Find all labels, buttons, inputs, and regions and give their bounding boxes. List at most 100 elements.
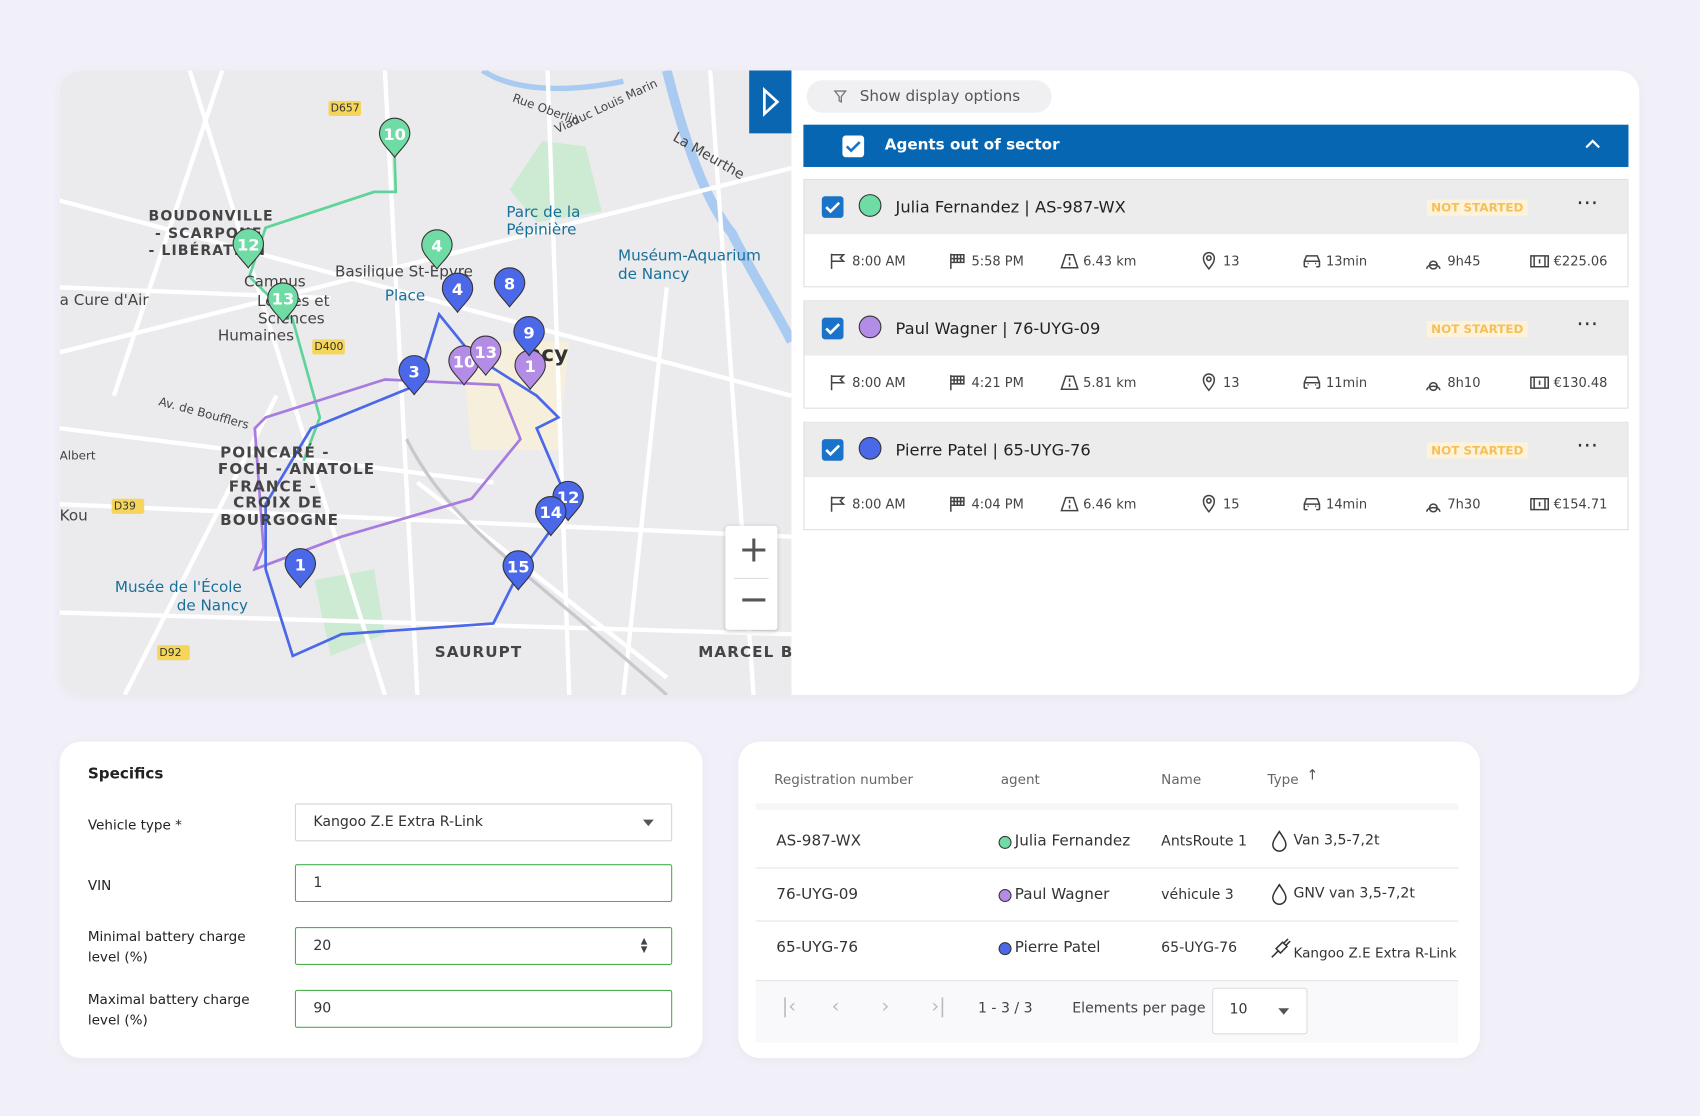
vehicle-table: Registration numberagentNameType↑AS-987-… xyxy=(756,755,1459,1042)
group-title: Agents out of sector xyxy=(885,137,1060,154)
agent-checkbox[interactable] xyxy=(822,196,844,218)
stat-icon xyxy=(1530,373,1550,393)
cell-type: GNV van 3,5-7,2t xyxy=(1293,886,1414,902)
agent-menu[interactable]: ⋯ xyxy=(1576,189,1598,215)
row-divider xyxy=(756,867,1459,868)
map-label: D400 xyxy=(314,340,343,353)
text-input[interactable]: 90 xyxy=(295,990,672,1028)
type-icon xyxy=(1270,936,1292,964)
stat-icon xyxy=(1530,494,1550,514)
stat-icon xyxy=(1424,252,1444,272)
stat-cost: €130.48 xyxy=(1554,375,1608,390)
agent-name: Paul Wagner | 76-UYG-09 xyxy=(896,319,1101,339)
marker-label: 13 xyxy=(272,290,295,309)
column-header: Registration number xyxy=(774,771,913,787)
cell-agent: Paul Wagner xyxy=(1015,886,1110,903)
stat-icon xyxy=(828,373,848,393)
stat-start: 8:00 AM xyxy=(852,375,905,390)
map: BOUDONVILLE- SCARPONE- LIBÉRATIONParc de… xyxy=(60,70,792,694)
agent-menu[interactable]: ⋯ xyxy=(1576,310,1598,336)
marker-label: 1 xyxy=(525,357,536,376)
vehicle-table-card: Registration numberagentNameType↑AS-987-… xyxy=(738,742,1480,1059)
page-nav[interactable]: ›| xyxy=(931,995,945,1018)
display-options-button[interactable]: Show display options xyxy=(807,80,1052,113)
stat-icon xyxy=(948,373,968,393)
type-icon xyxy=(1270,883,1290,911)
agent-color xyxy=(859,316,882,339)
map-label: Kou xyxy=(60,507,88,525)
agent-list: Julia Fernandez | AS-987-WXNOT STARTED⋯ 8… xyxy=(803,179,1628,591)
stat-icon xyxy=(828,252,848,272)
form: Vehicle type *Kangoo Z.E Extra R-LinkVIN… xyxy=(60,742,703,1059)
stat-icon xyxy=(948,252,968,272)
stat-end: 4:21 PM xyxy=(971,375,1023,390)
map-label: D39 xyxy=(114,500,136,513)
cell-agent: Julia Fernandez xyxy=(1015,833,1130,850)
zoom-out[interactable]: − xyxy=(738,578,769,621)
zoom-in[interactable]: + xyxy=(738,528,769,571)
sort-arrow[interactable]: ↑ xyxy=(1306,768,1318,784)
agent-dot xyxy=(999,836,1012,849)
stat-icon xyxy=(1059,373,1079,393)
agent-card: Julia Fernandez | AS-987-WXNOT STARTED⋯ 8… xyxy=(803,179,1628,287)
text-input[interactable]: 20▲▼ xyxy=(295,927,672,965)
cell-name: véhicule 3 xyxy=(1161,887,1234,903)
marker-label: 8 xyxy=(504,274,515,293)
text-input[interactable]: 1 xyxy=(295,864,672,902)
select[interactable]: Kangoo Z.E Extra R-Link xyxy=(295,803,672,841)
agent-header: Pierre Patel | 65-UYG-76 NOT STARTED ⋯ xyxy=(804,423,1627,477)
page-range: 1 - 3 / 3 xyxy=(978,1001,1033,1017)
per-page-value: 10 xyxy=(1229,1002,1247,1018)
map-label: D92 xyxy=(159,646,181,659)
map-label: FOCH - ANATOLE xyxy=(218,460,375,478)
stat-end: 4:04 PM xyxy=(971,497,1023,512)
panel-toggle[interactable] xyxy=(749,70,791,133)
stat-stops: 13 xyxy=(1223,254,1240,269)
map-label: CROIX DE xyxy=(233,494,323,512)
map-label: SAURUPT xyxy=(435,643,523,661)
map-label: a Cure d'Air xyxy=(60,291,150,309)
type-icon xyxy=(1270,829,1290,857)
stat-icon xyxy=(1530,252,1550,272)
stat-cost: €154.71 xyxy=(1554,497,1608,512)
page-nav[interactable]: |‹ xyxy=(782,995,796,1018)
cell-registration: 65-UYG-76 xyxy=(776,939,858,956)
stat-icon xyxy=(828,494,848,514)
cell-name: AntsRoute 1 xyxy=(1161,834,1247,850)
stat-start: 8:00 AM xyxy=(852,254,905,269)
cell-registration: AS-987-WX xyxy=(776,833,861,850)
page-nav[interactable]: ‹ xyxy=(832,995,840,1018)
stat-stops: 15 xyxy=(1223,497,1240,512)
stat-icon xyxy=(1199,494,1219,514)
stat-icon xyxy=(1424,373,1444,393)
marker-label: 14 xyxy=(539,503,562,522)
stat-icon xyxy=(1059,494,1079,514)
map-label: Albert xyxy=(60,448,96,462)
stat-drive: 13min xyxy=(1326,254,1367,269)
agent-dot xyxy=(999,889,1012,902)
stat-icon xyxy=(1302,252,1322,272)
spinner: ▲▼ xyxy=(641,937,648,954)
stat-duration: 9h45 xyxy=(1447,254,1480,269)
per-page-label: Elements per page xyxy=(1072,1001,1205,1017)
field-label: Maximal battery charge level (%) xyxy=(88,989,261,1030)
group-checkbox[interactable] xyxy=(842,136,864,158)
stat-drive: 11min xyxy=(1326,375,1367,390)
agent-status: NOT STARTED xyxy=(1427,442,1528,458)
stat-duration: 7h30 xyxy=(1447,497,1480,512)
agent-name: Pierre Patel | 65-UYG-76 xyxy=(896,440,1091,460)
map-label: BOURGOGNE xyxy=(220,511,339,529)
page-nav[interactable]: › xyxy=(881,995,889,1018)
cell-registration: 76-UYG-09 xyxy=(776,886,858,903)
stat-icon xyxy=(1199,373,1219,393)
agent-header: Julia Fernandez | AS-987-WXNOT STARTED⋯ xyxy=(804,180,1627,234)
map-label: Muséum-Aquarium xyxy=(618,246,761,264)
stat-icon xyxy=(1199,252,1219,272)
per-page-select[interactable]: 10 xyxy=(1212,988,1307,1035)
stat-distance: 6.46 km xyxy=(1083,497,1136,512)
agent-checkbox[interactable] xyxy=(822,439,844,461)
agent-checkbox[interactable] xyxy=(822,318,844,340)
field-value: 1 xyxy=(313,875,322,891)
marker-label: 13 xyxy=(474,343,497,362)
agent-menu[interactable]: ⋯ xyxy=(1576,432,1598,458)
